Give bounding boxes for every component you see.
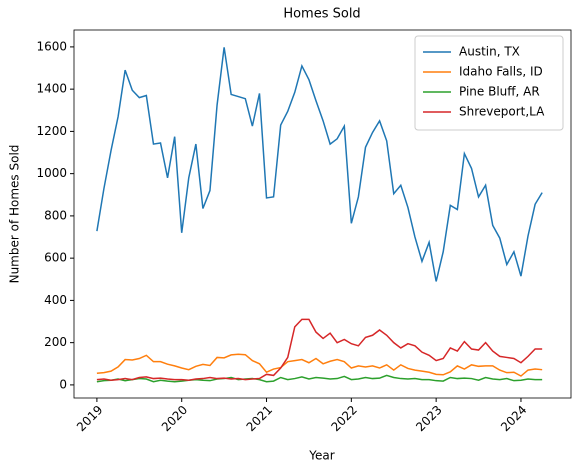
legend-label: Pine Bluff, AR bbox=[459, 85, 540, 99]
plot-frame bbox=[73, 29, 572, 399]
chart-title: Homes Sold bbox=[283, 7, 360, 22]
y-tick-label: 1200 bbox=[36, 124, 67, 138]
x-tick-label: 2024 bbox=[498, 403, 529, 434]
y-tick-label: 1400 bbox=[36, 82, 67, 96]
series-line bbox=[96, 353, 543, 377]
y-tick-label: 800 bbox=[44, 208, 67, 222]
x-tick-label: 2019 bbox=[74, 403, 105, 434]
y-tick-label: 400 bbox=[44, 293, 67, 307]
y-axis-label: Number of Homes Sold bbox=[8, 145, 22, 284]
legend-label: Austin, TX bbox=[459, 45, 520, 59]
y-tick-label: 1600 bbox=[36, 39, 67, 53]
legend-box bbox=[414, 35, 564, 131]
y-tick-label: 0 bbox=[59, 377, 67, 391]
legend-label: Shreveport,LA bbox=[459, 105, 545, 119]
legend-label: Idaho Falls, ID bbox=[459, 65, 543, 79]
y-tick-label: 1000 bbox=[36, 166, 67, 180]
y-tick-label: 200 bbox=[44, 335, 67, 349]
x-tick-label: 2021 bbox=[244, 403, 275, 434]
x-tick-label: 2023 bbox=[413, 403, 444, 434]
x-tick-label: 2020 bbox=[159, 403, 190, 434]
y-tick-label: 600 bbox=[44, 251, 67, 265]
series-line bbox=[96, 47, 543, 282]
series-line bbox=[96, 318, 543, 382]
series-line bbox=[96, 374, 543, 383]
x-tick-label: 2022 bbox=[328, 403, 359, 434]
x-axis-label: Year bbox=[308, 449, 334, 463]
